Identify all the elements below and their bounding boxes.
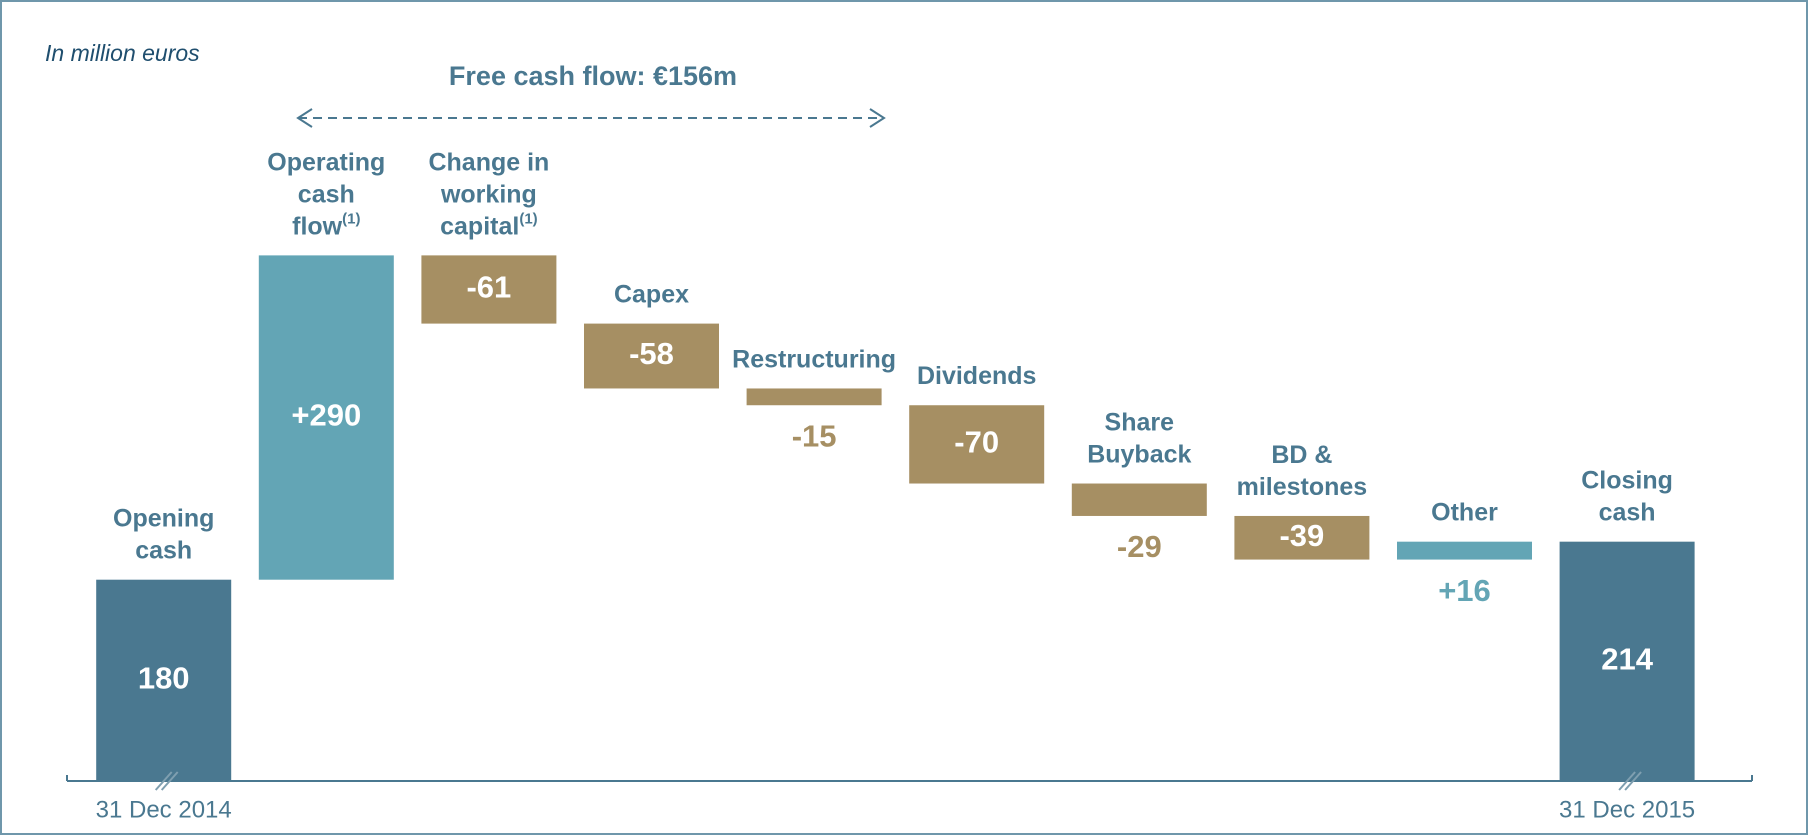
value-label: -15	[792, 418, 837, 453]
category-line: Share	[1105, 408, 1175, 436]
category-label: capital(1)	[440, 210, 538, 240]
category-line: Restructuring	[732, 345, 896, 373]
arrow-head	[296, 108, 313, 128]
category-label: Other	[1431, 498, 1498, 526]
category-label: Capex	[614, 280, 689, 308]
category-label: Opening	[113, 504, 214, 532]
category-line: flow	[292, 212, 343, 240]
unit-note: In million euros	[45, 40, 200, 66]
category-line: working	[440, 180, 537, 208]
bar	[1071, 483, 1207, 516]
axis-break	[1624, 771, 1642, 791]
category-label: flow(1)	[292, 210, 360, 240]
value-label: -61	[466, 270, 511, 305]
footnote-mark: (1)	[342, 210, 360, 227]
category-line: cash	[298, 180, 355, 208]
category-label: cash	[298, 180, 355, 208]
bar	[96, 579, 232, 781]
fcf-arrow	[296, 108, 886, 128]
category-label: Closing	[1581, 466, 1673, 494]
value-label: +16	[1438, 573, 1491, 608]
category-line: Closing	[1581, 466, 1673, 494]
date-label: 31 Dec 2014	[96, 796, 232, 823]
category-label: BD &	[1271, 441, 1332, 469]
value-label: 214	[1601, 642, 1653, 677]
category-label: Change in	[428, 148, 549, 176]
bar	[421, 255, 557, 324]
axis	[66, 775, 1753, 782]
value-label: +290	[291, 398, 361, 433]
category-label: Operating	[267, 148, 385, 176]
category-line: Operating	[267, 148, 385, 176]
bar	[1234, 515, 1370, 560]
value-label: -58	[629, 336, 674, 371]
footnote-mark: (1)	[519, 210, 537, 227]
category-label: milestones	[1237, 473, 1368, 501]
category-line: Other	[1431, 498, 1498, 526]
category-line: BD &	[1271, 441, 1332, 469]
value-label: -70	[954, 425, 999, 460]
category-label: working	[440, 180, 537, 208]
category-line: milestones	[1237, 473, 1368, 501]
date-label: 31 Dec 2015	[1559, 796, 1695, 823]
value-label: -39	[1279, 518, 1324, 553]
axis-break	[154, 771, 173, 791]
value-label: -29	[1117, 529, 1162, 564]
bar	[1559, 541, 1695, 781]
axis-break	[160, 771, 179, 791]
axis-break	[1618, 771, 1636, 791]
bar	[909, 405, 1045, 484]
bar	[258, 255, 394, 580]
bar	[1397, 541, 1532, 560]
category-label: cash	[135, 536, 192, 564]
bar	[584, 323, 719, 389]
category-line: capital	[440, 212, 519, 240]
arrow-head	[869, 108, 886, 128]
category-line: Dividends	[917, 362, 1036, 390]
category-label: Dividends	[917, 362, 1036, 390]
annotation: Free cash flow: €156m	[449, 61, 737, 91]
category-line: cash	[1599, 498, 1656, 526]
category-label: Buyback	[1087, 440, 1191, 468]
bar	[746, 388, 882, 406]
category-line: Buyback	[1087, 440, 1191, 468]
category-line: Opening	[113, 504, 214, 532]
category-label: Share	[1105, 408, 1175, 436]
category-line: Change in	[428, 148, 549, 176]
category-label: cash	[1599, 498, 1656, 526]
category-line: cash	[135, 536, 192, 564]
category-label: Restructuring	[732, 345, 896, 373]
value-label: 180	[138, 661, 190, 696]
category-line: Capex	[614, 280, 689, 308]
